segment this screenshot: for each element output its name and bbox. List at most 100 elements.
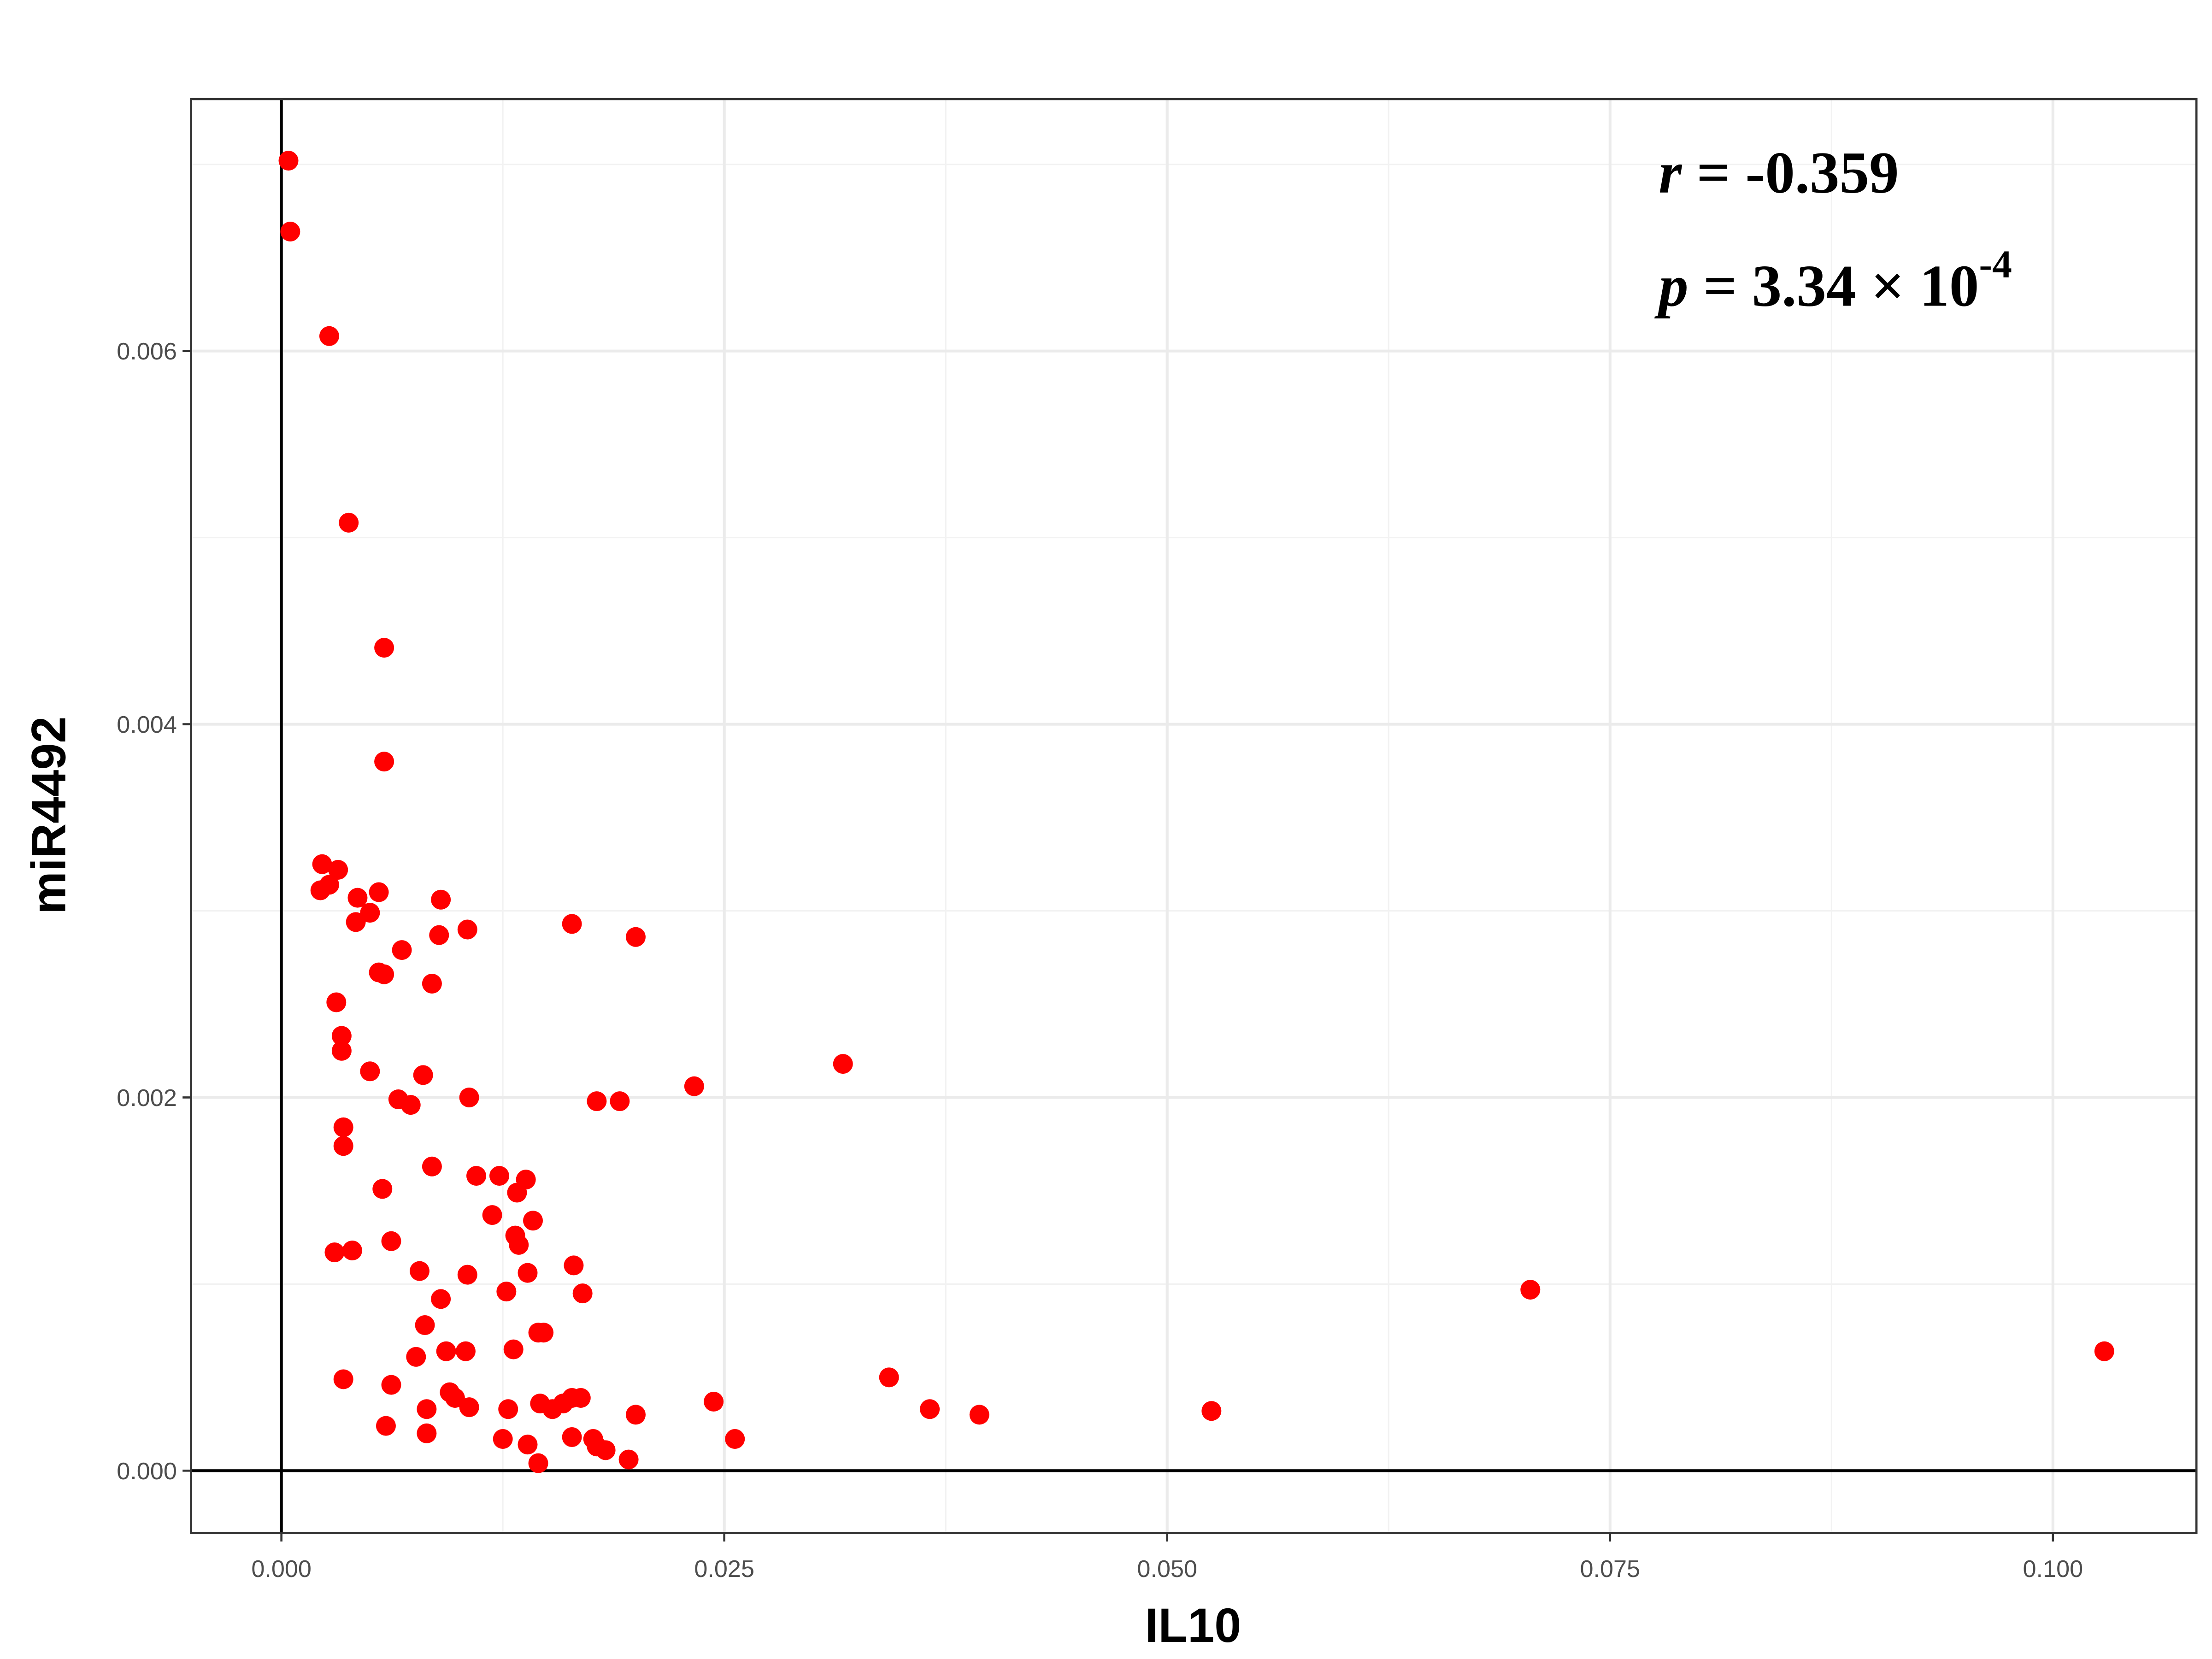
point	[833, 1054, 853, 1074]
point	[431, 889, 451, 910]
point	[278, 151, 299, 171]
point	[372, 1179, 393, 1199]
point	[280, 222, 300, 242]
point	[409, 1261, 429, 1281]
point	[381, 1231, 401, 1251]
point	[415, 1315, 435, 1335]
point	[429, 925, 449, 945]
point	[466, 1166, 487, 1186]
point	[496, 1282, 517, 1302]
point	[572, 1283, 593, 1304]
point	[879, 1367, 899, 1388]
point	[457, 919, 477, 940]
point	[333, 1117, 353, 1137]
point	[346, 912, 366, 932]
annotation-text: = 3.34 × 10	[1688, 253, 1979, 318]
point	[417, 1423, 437, 1443]
point	[374, 638, 394, 658]
point	[503, 1339, 524, 1359]
point	[328, 859, 348, 880]
y-tick-label: 0.000	[117, 1458, 177, 1485]
point	[571, 1388, 591, 1408]
point	[326, 992, 347, 1012]
y-tick-label: 0.002	[117, 1085, 177, 1112]
point	[523, 1211, 543, 1231]
point	[445, 1388, 465, 1408]
point	[1520, 1280, 1541, 1300]
point	[498, 1399, 518, 1419]
point	[528, 1453, 548, 1473]
point	[457, 1265, 477, 1285]
y-tick-label: 0.004	[117, 712, 177, 738]
point	[347, 888, 368, 908]
point	[518, 1263, 538, 1283]
point	[400, 1095, 421, 1115]
point	[310, 880, 330, 900]
y-axis-title: miR4492	[22, 717, 76, 915]
x-tick-label: 0.000	[251, 1556, 312, 1583]
annotation-symbol: r	[1659, 140, 1683, 206]
point	[625, 1405, 646, 1425]
point	[542, 1399, 563, 1419]
point	[417, 1399, 437, 1419]
point	[618, 1449, 639, 1470]
point	[725, 1429, 745, 1449]
point	[587, 1091, 607, 1112]
point	[360, 1061, 380, 1082]
point	[360, 903, 380, 923]
point	[493, 1429, 513, 1449]
point	[920, 1399, 940, 1419]
point	[331, 1026, 352, 1046]
point	[381, 1375, 401, 1395]
point	[333, 1136, 353, 1156]
point	[455, 1341, 476, 1361]
point	[587, 1436, 607, 1457]
point	[489, 1166, 509, 1186]
point	[482, 1205, 502, 1225]
point	[684, 1076, 704, 1096]
y-tick-label: 0.006	[117, 338, 177, 365]
point	[459, 1087, 479, 1107]
point	[413, 1065, 433, 1085]
point	[509, 1235, 529, 1255]
annotation-symbol: p	[1654, 253, 1688, 318]
point	[333, 1369, 353, 1389]
x-tick-label: 0.075	[1580, 1556, 1640, 1583]
point	[534, 1323, 554, 1343]
point	[312, 854, 332, 874]
x-tick-label: 0.100	[2023, 1556, 2083, 1583]
point	[406, 1347, 426, 1367]
point	[376, 1416, 396, 1436]
x-axis-title: IL10	[1145, 1599, 1241, 1653]
point	[704, 1392, 724, 1412]
annotation-text: = -0.359	[1682, 140, 1899, 206]
point	[625, 927, 646, 947]
point	[969, 1405, 989, 1425]
point	[339, 512, 359, 533]
point	[1201, 1401, 1222, 1421]
point	[331, 1041, 352, 1061]
point	[459, 1397, 479, 1418]
annotation: r = -0.359	[1659, 140, 1899, 206]
point	[374, 964, 394, 984]
point	[562, 1427, 582, 1447]
point	[436, 1341, 456, 1361]
annotation-superscript: -4	[1979, 242, 2012, 286]
x-tick-label: 0.025	[694, 1556, 754, 1583]
x-tick-label: 0.050	[1137, 1556, 1197, 1583]
point	[564, 1255, 584, 1276]
point	[369, 882, 389, 902]
point	[518, 1435, 538, 1455]
point	[374, 752, 394, 772]
point	[422, 1156, 442, 1177]
point	[319, 326, 339, 346]
plot-border	[190, 98, 2198, 1534]
point	[392, 940, 412, 960]
annotation: p = 3.34 × 10-4	[1654, 242, 2012, 318]
point	[507, 1182, 527, 1203]
point	[324, 1242, 345, 1263]
point	[610, 1091, 630, 1112]
point	[431, 1289, 451, 1309]
